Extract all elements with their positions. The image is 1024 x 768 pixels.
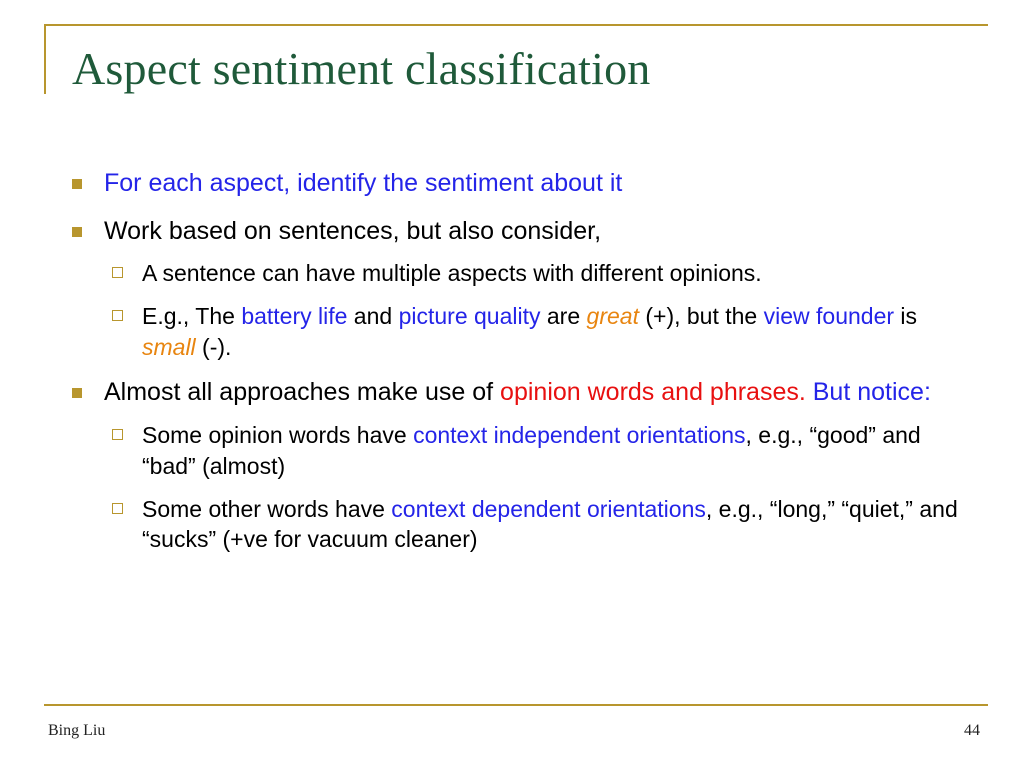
sub-bullet-item: E.g., The battery life and picture quali…	[104, 301, 970, 363]
bullet-item: For each aspect, identify the sentiment …	[60, 167, 970, 201]
text-run: and phrases.	[654, 378, 806, 406]
frame-bottom-rule	[44, 704, 988, 706]
text-run: (-).	[196, 334, 232, 360]
text-run: is	[894, 303, 917, 329]
text-run: Some opinion words have	[142, 422, 413, 448]
text-run: great	[587, 303, 639, 329]
slide-title: Aspect sentiment classification	[72, 42, 970, 95]
text-run: A sentence can have multiple aspects wit…	[142, 260, 762, 286]
text-run: context dependent orientations	[391, 496, 706, 522]
text-run: are	[541, 303, 587, 329]
text-run: picture quality	[399, 303, 541, 329]
text-run: Almost all approaches make use of	[104, 378, 500, 406]
sub-bullet-list: A sentence can have multiple aspects wit…	[104, 258, 970, 362]
sub-bullet-list: Some opinion words have context independ…	[104, 420, 970, 555]
text-run: small	[142, 334, 196, 360]
sub-bullet-item: Some opinion words have context independ…	[104, 420, 970, 482]
text-run: (+), but the	[639, 303, 764, 329]
sub-bullet-item: A sentence can have multiple aspects wit…	[104, 258, 970, 289]
footer-author: Bing Liu	[48, 722, 105, 740]
bullet-item: Almost all approaches make use of opinio…	[60, 376, 970, 555]
sub-bullet-item: Some other words have context dependent …	[104, 494, 970, 556]
bullet-list: For each aspect, identify the sentiment …	[60, 167, 970, 555]
text-run: and	[347, 303, 398, 329]
text-run: For each aspect, identify the sentiment …	[104, 169, 622, 197]
bullet-item: Work based on sentences, but also consid…	[60, 215, 970, 363]
frame-left-rule	[44, 24, 46, 94]
text-run: context independent orientations	[413, 422, 745, 448]
slide-content: For each aspect, identify the sentiment …	[60, 167, 970, 555]
text-run: Some other words have	[142, 496, 391, 522]
text-run: opinion words	[500, 378, 654, 406]
text-run: Work based on sentences, but also consid…	[104, 217, 601, 245]
footer-page: 44	[964, 722, 980, 740]
text-run: view founder	[764, 303, 894, 329]
frame-top-rule	[44, 24, 988, 26]
text-run: But notice:	[806, 378, 931, 406]
text-run: E.g., The	[142, 303, 241, 329]
text-run: battery life	[241, 303, 347, 329]
slide: Aspect sentiment classification For each…	[0, 0, 1024, 768]
